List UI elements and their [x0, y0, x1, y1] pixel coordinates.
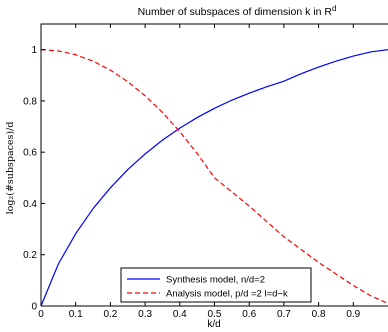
x-tick-label: 0.4	[173, 309, 187, 320]
axes-frame	[40, 23, 388, 307]
x-tick-label: 0.2	[103, 309, 117, 320]
y-tick-label: 0.8	[23, 96, 37, 107]
y-tick-label: 1	[31, 45, 37, 56]
x-tick-label: 0	[38, 309, 44, 320]
ticks: 0 0.1 0.2 0.3 0.4 0.5 0.6 0.7 0.8 0.9 0 0.2 0.4 0.6 0.…	[23, 24, 361, 320]
x-tick-label: 0.8	[312, 309, 326, 320]
x-tick-label: 0.7	[277, 309, 291, 320]
legend-label-synthesis: Synthesis model, n/d=2	[166, 275, 265, 286]
legend-label-analysis: Analysis model, p/d =2 l=d−k	[166, 289, 288, 300]
x-tick-label: 0.5	[208, 309, 222, 320]
x-tick-label: 0.6	[242, 309, 256, 320]
series-line-analysis	[40, 49, 388, 304]
series-line-synthesis	[40, 49, 388, 307]
legend: Synthesis model, n/d=2 Analysis model, p…	[120, 267, 312, 303]
y-tick-label: 0.4	[23, 199, 37, 210]
x-tick-label: 0.9	[346, 309, 360, 320]
x-tick-label: 0.3	[138, 309, 152, 320]
y-tick-label: 0.2	[23, 250, 37, 261]
x-axis-label: k/d	[207, 319, 220, 330]
y-axis-label: log₂(#subspaces)/d	[5, 122, 16, 215]
plot-lines	[40, 49, 388, 307]
y-tick-label: 0	[31, 302, 37, 313]
chart-title: Number of subspaces of dimension k in Rd	[138, 4, 337, 18]
legend-box	[120, 267, 312, 303]
x-tick-label: 0.1	[69, 309, 83, 320]
y-tick-label: 0.6	[23, 148, 37, 159]
